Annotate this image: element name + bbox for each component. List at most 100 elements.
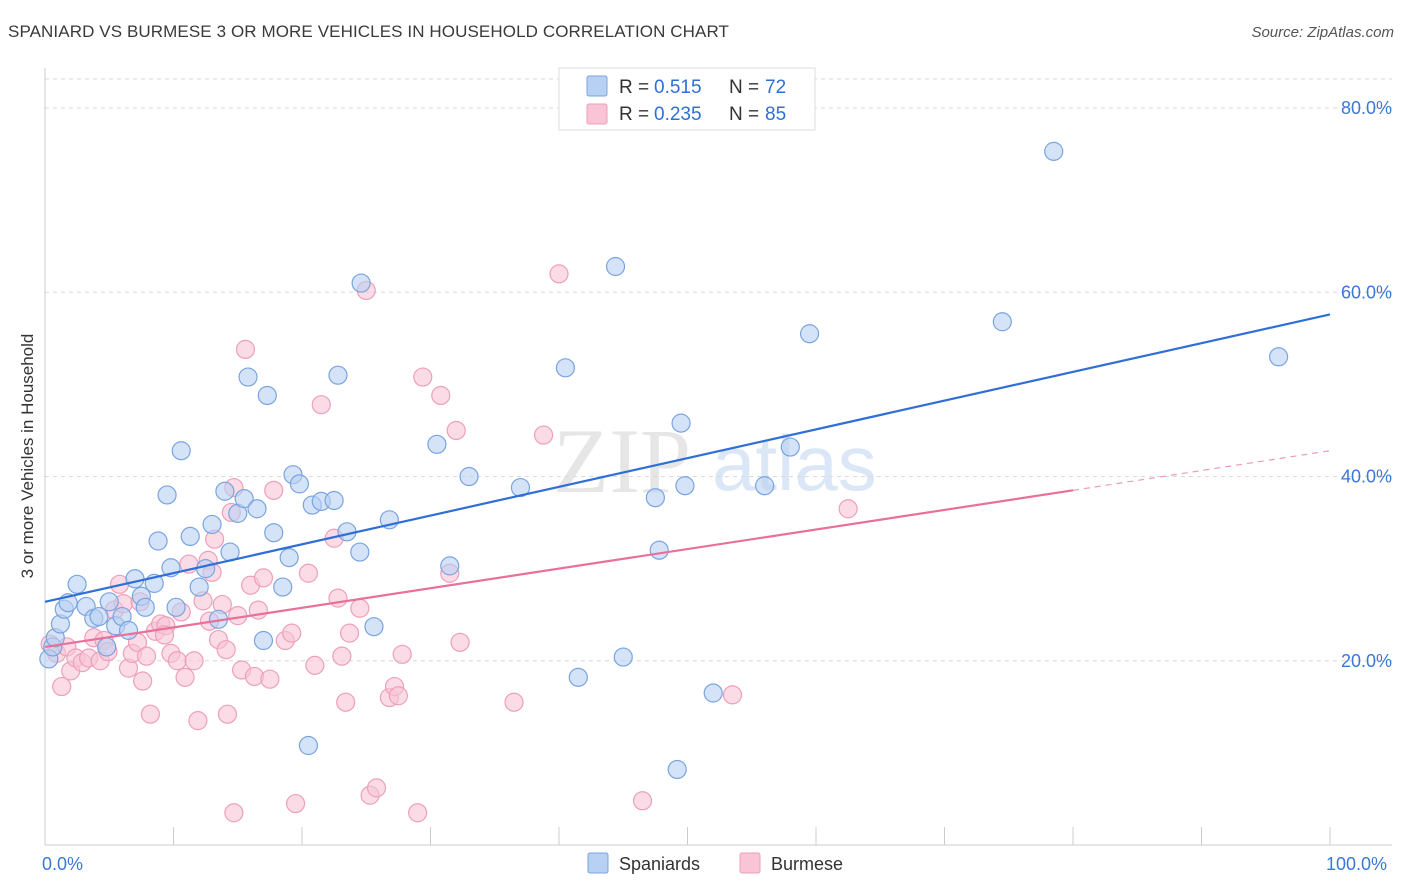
spaniards-point [605,256,626,277]
burmese-point [533,425,554,445]
spaniards-point [279,547,299,568]
spaniards-point [238,367,258,387]
spaniards-point [440,556,460,576]
burmese-point [52,676,72,697]
stats-n-label-spaniards: N = [729,77,759,98]
spaniards-point [125,569,145,589]
legend-label-spaniards: Spaniards [619,854,700,874]
spaniards-point [257,385,277,406]
spaniards-point [189,577,209,597]
spaniards-point [350,542,370,562]
burmese-point [188,711,208,731]
watermark-zip: ZIP [553,410,691,512]
burmese-point [339,623,360,643]
spaniards-point [459,466,479,487]
burmese-point [217,704,238,724]
stats-r-burmese: 0.235 [654,104,702,125]
y-tick-label: 60.0% [1341,282,1392,302]
burmese-point [282,623,302,643]
burmese-trend-line [44,489,1074,649]
spaniards-point [67,574,87,594]
spaniards-point [247,499,267,519]
stats-r-spaniards: 0.515 [654,77,702,98]
burmese-point [504,692,524,712]
spaniards-point [234,489,254,509]
burmese-point [838,499,858,519]
spaniards-point [555,358,576,378]
spaniards-point [645,488,665,508]
burmese-point [285,793,306,814]
spaniards-point [99,592,119,612]
spaniards-point [364,617,384,637]
y-tick-label: 80.0% [1341,98,1392,118]
spaniards-point [289,474,310,494]
spaniards-point [427,434,447,454]
spaniards-point [215,481,235,501]
spaniards-point [166,597,186,617]
burmese-point [235,339,256,360]
burmese-point [260,669,280,689]
burmese-point [264,480,284,500]
burmese-point [722,685,743,705]
spaniards-point [675,476,695,496]
burmese-point [549,264,569,284]
spaniards-point [135,597,155,617]
x-tick-min: 0.0% [42,854,83,874]
spaniards-point [351,273,371,293]
spaniards-point [89,606,109,627]
watermark-atlas: atlas [712,419,877,507]
stats-n-label-burmese: N = [729,104,759,125]
burmese-point [413,367,433,387]
spaniards-point [273,577,293,597]
burmese-point [450,632,470,652]
spaniards-point [118,620,139,640]
spaniards-point [253,630,274,651]
spaniards-points [39,141,1289,780]
burmese-point [632,791,653,811]
spaniards-point [667,759,687,780]
stats-box: R = 0.515 N = 72 R = 0.235 N = 85 [558,67,816,131]
burmese-point [133,671,153,691]
burmese-point [336,692,356,712]
burmese-trend-extension [1072,450,1331,491]
stats-swatch-burmese [586,103,608,125]
y-axis-label: 3 or more Vehicles in Household [18,334,37,579]
spaniards-point [180,526,200,547]
spaniards-point [1268,347,1289,367]
stats-r-label-burmese: R = [619,104,649,125]
burmese-point [167,651,187,671]
spaniards-point [196,559,216,579]
legend-swatch-burmese [739,852,761,874]
burmese-point [175,667,195,687]
stats-n-spaniards: 72 [765,77,786,98]
burmese-point [140,704,160,724]
burmese-point [328,588,348,608]
burmese-point [184,651,204,671]
spaniards-point [298,735,319,756]
burmese-point [350,598,370,618]
spaniards-point [649,540,669,560]
spaniards-point [992,312,1012,332]
y-tick-label: 20.0% [1341,651,1392,671]
stats-r-label-spaniards: R = [619,77,649,98]
spaniards-point [328,365,348,385]
burmese-point [388,686,408,706]
legend-swatch-spaniards [587,852,609,874]
burmese-point [216,640,236,660]
spaniards-point [780,437,800,457]
burmese-point [136,646,157,666]
spaniards-point [799,324,820,344]
burmese-point [311,395,331,415]
burmese-point [305,655,325,675]
spaniards-point [148,531,168,551]
spaniards-point [703,683,723,703]
burmese-point [298,563,319,583]
spaniards-point [171,441,191,461]
spaniards-point [613,647,633,667]
burmese-point [431,385,451,406]
spaniards-point [671,413,691,433]
y-tick-labels: 20.0% 40.0% 60.0% 80.0% [1341,98,1392,671]
spaniards-point [568,667,588,687]
x-tick-max: 100.0% [1326,854,1387,874]
